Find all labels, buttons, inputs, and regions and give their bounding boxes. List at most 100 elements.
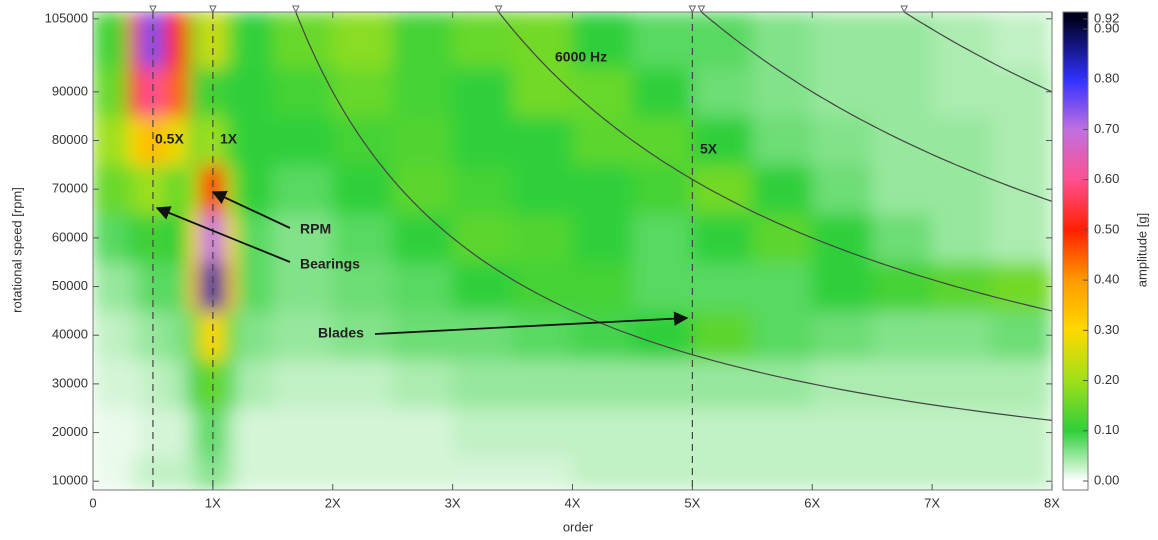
heat-cell xyxy=(632,67,693,117)
heat-cell xyxy=(224,456,237,490)
heat-cell xyxy=(632,262,693,312)
heat-cell xyxy=(692,408,753,458)
heat-cell xyxy=(164,456,189,490)
annotation: 1X xyxy=(220,131,238,147)
colorbar-tick-label: 0.70 xyxy=(1094,121,1119,136)
heat-cell xyxy=(128,164,141,214)
heat-cell xyxy=(224,164,237,214)
heat-cell xyxy=(392,359,453,409)
heat-cell xyxy=(692,359,753,409)
heat-cell xyxy=(392,213,453,263)
heat-cell xyxy=(812,310,873,360)
heat-cell xyxy=(932,359,993,409)
heat-cell xyxy=(332,164,393,214)
heatmap xyxy=(93,12,1053,491)
heat-cell xyxy=(752,310,813,360)
heat-cell xyxy=(236,116,273,166)
top-marker xyxy=(293,6,299,12)
y-tick-label: 40000 xyxy=(52,327,88,342)
heat-cell xyxy=(872,213,933,263)
heat-cell xyxy=(632,408,693,458)
heat-cell xyxy=(512,359,573,409)
heat-cell xyxy=(872,408,933,458)
heat-cell xyxy=(224,310,237,360)
y-tick-label: 60000 xyxy=(52,229,88,244)
heat-cell xyxy=(992,408,1053,458)
heat-cell xyxy=(752,67,813,117)
heat-cell xyxy=(512,408,573,458)
heat-cell xyxy=(992,67,1053,117)
heat-cell xyxy=(992,12,1053,68)
annotation: Blades xyxy=(318,325,364,341)
heat-cell xyxy=(188,213,201,263)
heat-cell xyxy=(932,310,993,360)
heat-cell xyxy=(128,67,141,117)
heat-cell xyxy=(188,456,201,490)
heat-cell xyxy=(812,456,873,490)
heat-cell xyxy=(93,456,130,490)
heat-cell xyxy=(188,12,201,68)
heat-cell xyxy=(392,116,453,166)
heat-cell xyxy=(932,12,993,68)
heat-cell xyxy=(632,116,693,166)
heat-cell xyxy=(872,359,933,409)
heat-cell xyxy=(992,116,1053,166)
x-tick-label: 7X xyxy=(924,495,940,510)
colorbar xyxy=(1063,12,1088,490)
heat-cell xyxy=(932,408,993,458)
heat-cell xyxy=(992,359,1053,409)
heat-cell xyxy=(752,164,813,214)
heat-cell xyxy=(512,456,573,490)
x-axis-label: order xyxy=(563,519,594,534)
heat-cell xyxy=(872,67,933,117)
heat-cell xyxy=(452,116,513,166)
heat-cell xyxy=(392,408,453,458)
colorbar-label: amplitude [g] xyxy=(1134,213,1149,287)
heat-cell xyxy=(752,116,813,166)
heat-cell xyxy=(128,116,141,166)
heat-cell xyxy=(512,116,573,166)
heat-cell xyxy=(512,262,573,312)
chart: order rotational speed [rpm] amplitude [… xyxy=(0,0,1158,540)
heat-cell xyxy=(188,408,201,458)
heat-cell xyxy=(632,213,693,263)
heat-cell xyxy=(692,67,753,117)
heat-cell xyxy=(128,456,141,490)
heat-cell xyxy=(164,67,189,117)
heat-cell xyxy=(572,67,633,117)
heat-cell xyxy=(572,213,633,263)
heat-cell xyxy=(236,262,273,312)
colorbar-tick-label: 0.80 xyxy=(1094,71,1119,86)
heat-cell xyxy=(272,359,333,409)
heat-cell xyxy=(632,164,693,214)
heat-cell xyxy=(452,164,513,214)
heat-cell xyxy=(272,408,333,458)
heat-cell xyxy=(236,12,273,68)
colorbar-tick-label: 0.60 xyxy=(1094,171,1119,186)
heat-cell xyxy=(164,408,189,458)
heat-cell xyxy=(164,310,189,360)
heat-cell xyxy=(236,359,273,409)
heat-cell xyxy=(932,164,993,214)
heat-cell xyxy=(752,408,813,458)
y-tick-label: 90000 xyxy=(52,83,88,98)
heat-cell xyxy=(332,359,393,409)
heat-cell xyxy=(572,359,633,409)
heat-cell xyxy=(512,67,573,117)
y-axis-label: rotational speed [rpm] xyxy=(9,187,24,313)
heat-cell xyxy=(236,67,273,117)
top-marker xyxy=(901,6,907,12)
top-marker xyxy=(150,6,156,12)
heat-cell xyxy=(224,408,237,458)
heat-cell xyxy=(692,213,753,263)
heat-cell xyxy=(188,262,201,312)
heat-cell xyxy=(236,213,273,263)
heat-cell xyxy=(572,310,633,360)
heat-cell xyxy=(512,213,573,263)
x-tick-label: 3X xyxy=(445,495,461,510)
heat-cell xyxy=(812,213,873,263)
heat-cell xyxy=(932,262,993,312)
heat-cell xyxy=(632,456,693,490)
heat-cell xyxy=(128,359,141,409)
heat-cell xyxy=(632,12,693,68)
